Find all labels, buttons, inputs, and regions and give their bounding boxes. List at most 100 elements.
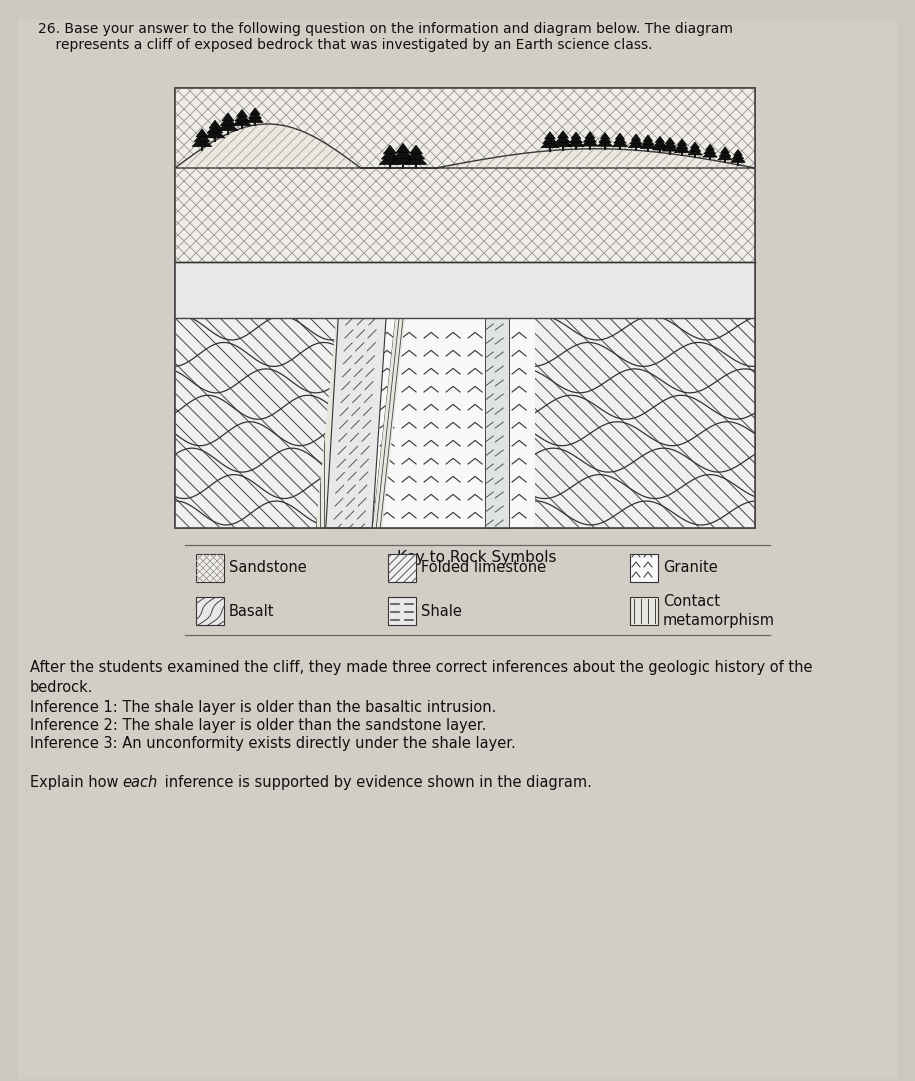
Polygon shape [616, 133, 625, 139]
Polygon shape [732, 152, 744, 159]
Polygon shape [392, 152, 414, 164]
Polygon shape [642, 138, 654, 145]
Polygon shape [571, 132, 581, 138]
Polygon shape [196, 129, 208, 137]
Polygon shape [249, 111, 262, 119]
Bar [175, 88, 755, 528]
Bar [196, 553, 224, 582]
Polygon shape [655, 136, 664, 143]
Bar [388, 553, 416, 582]
Polygon shape [629, 139, 643, 148]
Bar [630, 597, 658, 625]
Polygon shape [689, 145, 701, 151]
Polygon shape [612, 139, 628, 147]
Polygon shape [544, 132, 555, 138]
Polygon shape [631, 134, 640, 141]
Text: represents a cliff of exposed bedrock that was investigated by an Earth science : represents a cliff of exposed bedrock th… [38, 38, 652, 52]
Polygon shape [557, 131, 568, 138]
Polygon shape [209, 120, 221, 129]
Polygon shape [543, 135, 557, 144]
Bar [175, 262, 755, 318]
Polygon shape [326, 88, 401, 528]
Polygon shape [705, 147, 716, 154]
Bar [175, 88, 755, 528]
Polygon shape [194, 133, 210, 142]
Polygon shape [372, 262, 411, 528]
Polygon shape [643, 135, 652, 142]
Polygon shape [247, 115, 264, 122]
Text: Sandstone: Sandstone [229, 561, 307, 575]
Bar [196, 597, 224, 625]
Polygon shape [674, 145, 690, 152]
Polygon shape [676, 142, 688, 149]
Polygon shape [393, 148, 413, 159]
Polygon shape [233, 117, 251, 125]
Bar [388, 597, 416, 625]
Polygon shape [382, 149, 399, 159]
Polygon shape [569, 135, 583, 143]
Polygon shape [665, 137, 674, 144]
Polygon shape [207, 124, 223, 133]
Polygon shape [235, 114, 249, 121]
Polygon shape [640, 141, 656, 148]
Bar [534, 318, 755, 528]
Polygon shape [734, 149, 742, 156]
Polygon shape [205, 128, 225, 138]
Bar [175, 88, 755, 262]
Polygon shape [717, 152, 732, 160]
Polygon shape [731, 155, 745, 162]
Polygon shape [218, 121, 238, 131]
Polygon shape [383, 145, 396, 154]
Polygon shape [407, 149, 425, 159]
Polygon shape [192, 136, 212, 147]
Polygon shape [599, 135, 611, 143]
Text: Key to Rock Symbols: Key to Rock Symbols [397, 550, 556, 565]
Polygon shape [614, 136, 626, 143]
Text: After the students examined the cliff, they made three correct inferences about : After the students examined the cliff, t… [30, 660, 813, 695]
Polygon shape [175, 124, 755, 168]
Bar [485, 313, 509, 528]
Polygon shape [582, 138, 598, 146]
Bar [388, 553, 416, 582]
Polygon shape [316, 262, 352, 528]
Polygon shape [691, 142, 699, 148]
Bar [175, 88, 755, 262]
Polygon shape [554, 137, 572, 147]
Text: Explain how: Explain how [30, 775, 124, 790]
Bar [388, 597, 416, 625]
Polygon shape [250, 108, 260, 115]
Bar [630, 597, 658, 625]
Polygon shape [555, 134, 570, 143]
Text: Contact
metamorphism: Contact metamorphism [663, 595, 775, 628]
Text: each: each [122, 775, 157, 790]
Polygon shape [654, 139, 666, 146]
Polygon shape [597, 138, 613, 146]
Bar [375, 318, 534, 528]
Polygon shape [222, 114, 234, 121]
Bar [175, 262, 755, 318]
Bar [175, 318, 375, 528]
Text: Shale: Shale [421, 603, 462, 618]
Bar [175, 318, 375, 528]
Polygon shape [677, 139, 686, 145]
Polygon shape [585, 132, 595, 138]
Text: Granite: Granite [663, 561, 717, 575]
Polygon shape [584, 135, 597, 142]
Polygon shape [221, 117, 236, 125]
Polygon shape [664, 141, 676, 147]
Bar [534, 318, 755, 528]
Text: Basalt: Basalt [229, 603, 274, 618]
Bar [196, 597, 224, 625]
Bar [485, 313, 509, 528]
Polygon shape [688, 148, 702, 155]
Polygon shape [705, 144, 715, 150]
Polygon shape [568, 138, 584, 146]
Polygon shape [662, 144, 678, 151]
Bar [196, 553, 224, 582]
Polygon shape [410, 145, 423, 154]
Text: 26. Base your answer to the following question on the information and diagram be: 26. Base your answer to the following qu… [38, 22, 733, 36]
Polygon shape [703, 150, 717, 157]
Text: inference is supported by evidence shown in the diagram.: inference is supported by evidence shown… [160, 775, 592, 790]
Bar [375, 318, 534, 528]
Bar [630, 553, 658, 582]
